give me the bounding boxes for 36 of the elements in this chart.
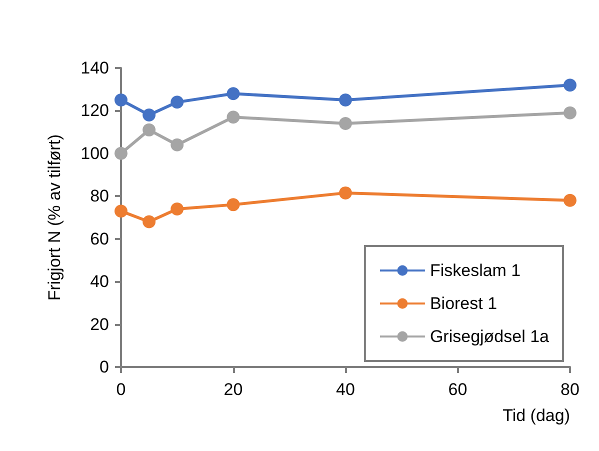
y-axis-title: Frigjort N (% av tilført): [45, 134, 64, 301]
legend-label: Fiskeslam 1: [430, 261, 521, 280]
y-tick-label: 120: [80, 101, 109, 120]
point: [564, 194, 576, 207]
y-tick-label: 0: [100, 358, 109, 376]
y-tick-label: 60: [90, 229, 109, 248]
x-tick-label: 80: [560, 380, 580, 399]
point: [142, 215, 156, 228]
point: [170, 202, 184, 216]
point: [114, 94, 128, 107]
legend-label: Grisegjødsel 1a: [430, 327, 550, 346]
point: [226, 198, 240, 212]
point: [339, 186, 352, 200]
x-tick-label: 20: [224, 380, 243, 399]
point: [339, 117, 352, 130]
point: [226, 87, 240, 100]
y-tick-label: 20: [90, 314, 109, 334]
x-axis-title: Tid (dag): [502, 406, 570, 425]
y-tick-label: 100: [80, 144, 109, 163]
y-tick-label: 140: [80, 58, 109, 78]
x-tick-label: 40: [336, 380, 355, 399]
x-tick-label: 60: [448, 380, 468, 399]
point: [170, 138, 184, 152]
x-tick-label: 0: [116, 380, 126, 399]
point: [564, 78, 576, 92]
point: [339, 94, 352, 107]
point: [170, 96, 184, 109]
point: [226, 110, 240, 124]
point: [564, 106, 576, 120]
point: [142, 123, 156, 136]
point: [114, 204, 128, 218]
y-tick-label: 80: [90, 186, 109, 206]
point: [142, 108, 156, 122]
legend-label: Biorest 1: [430, 294, 498, 313]
y-tick-label: 40: [90, 272, 109, 292]
point: [114, 146, 128, 160]
